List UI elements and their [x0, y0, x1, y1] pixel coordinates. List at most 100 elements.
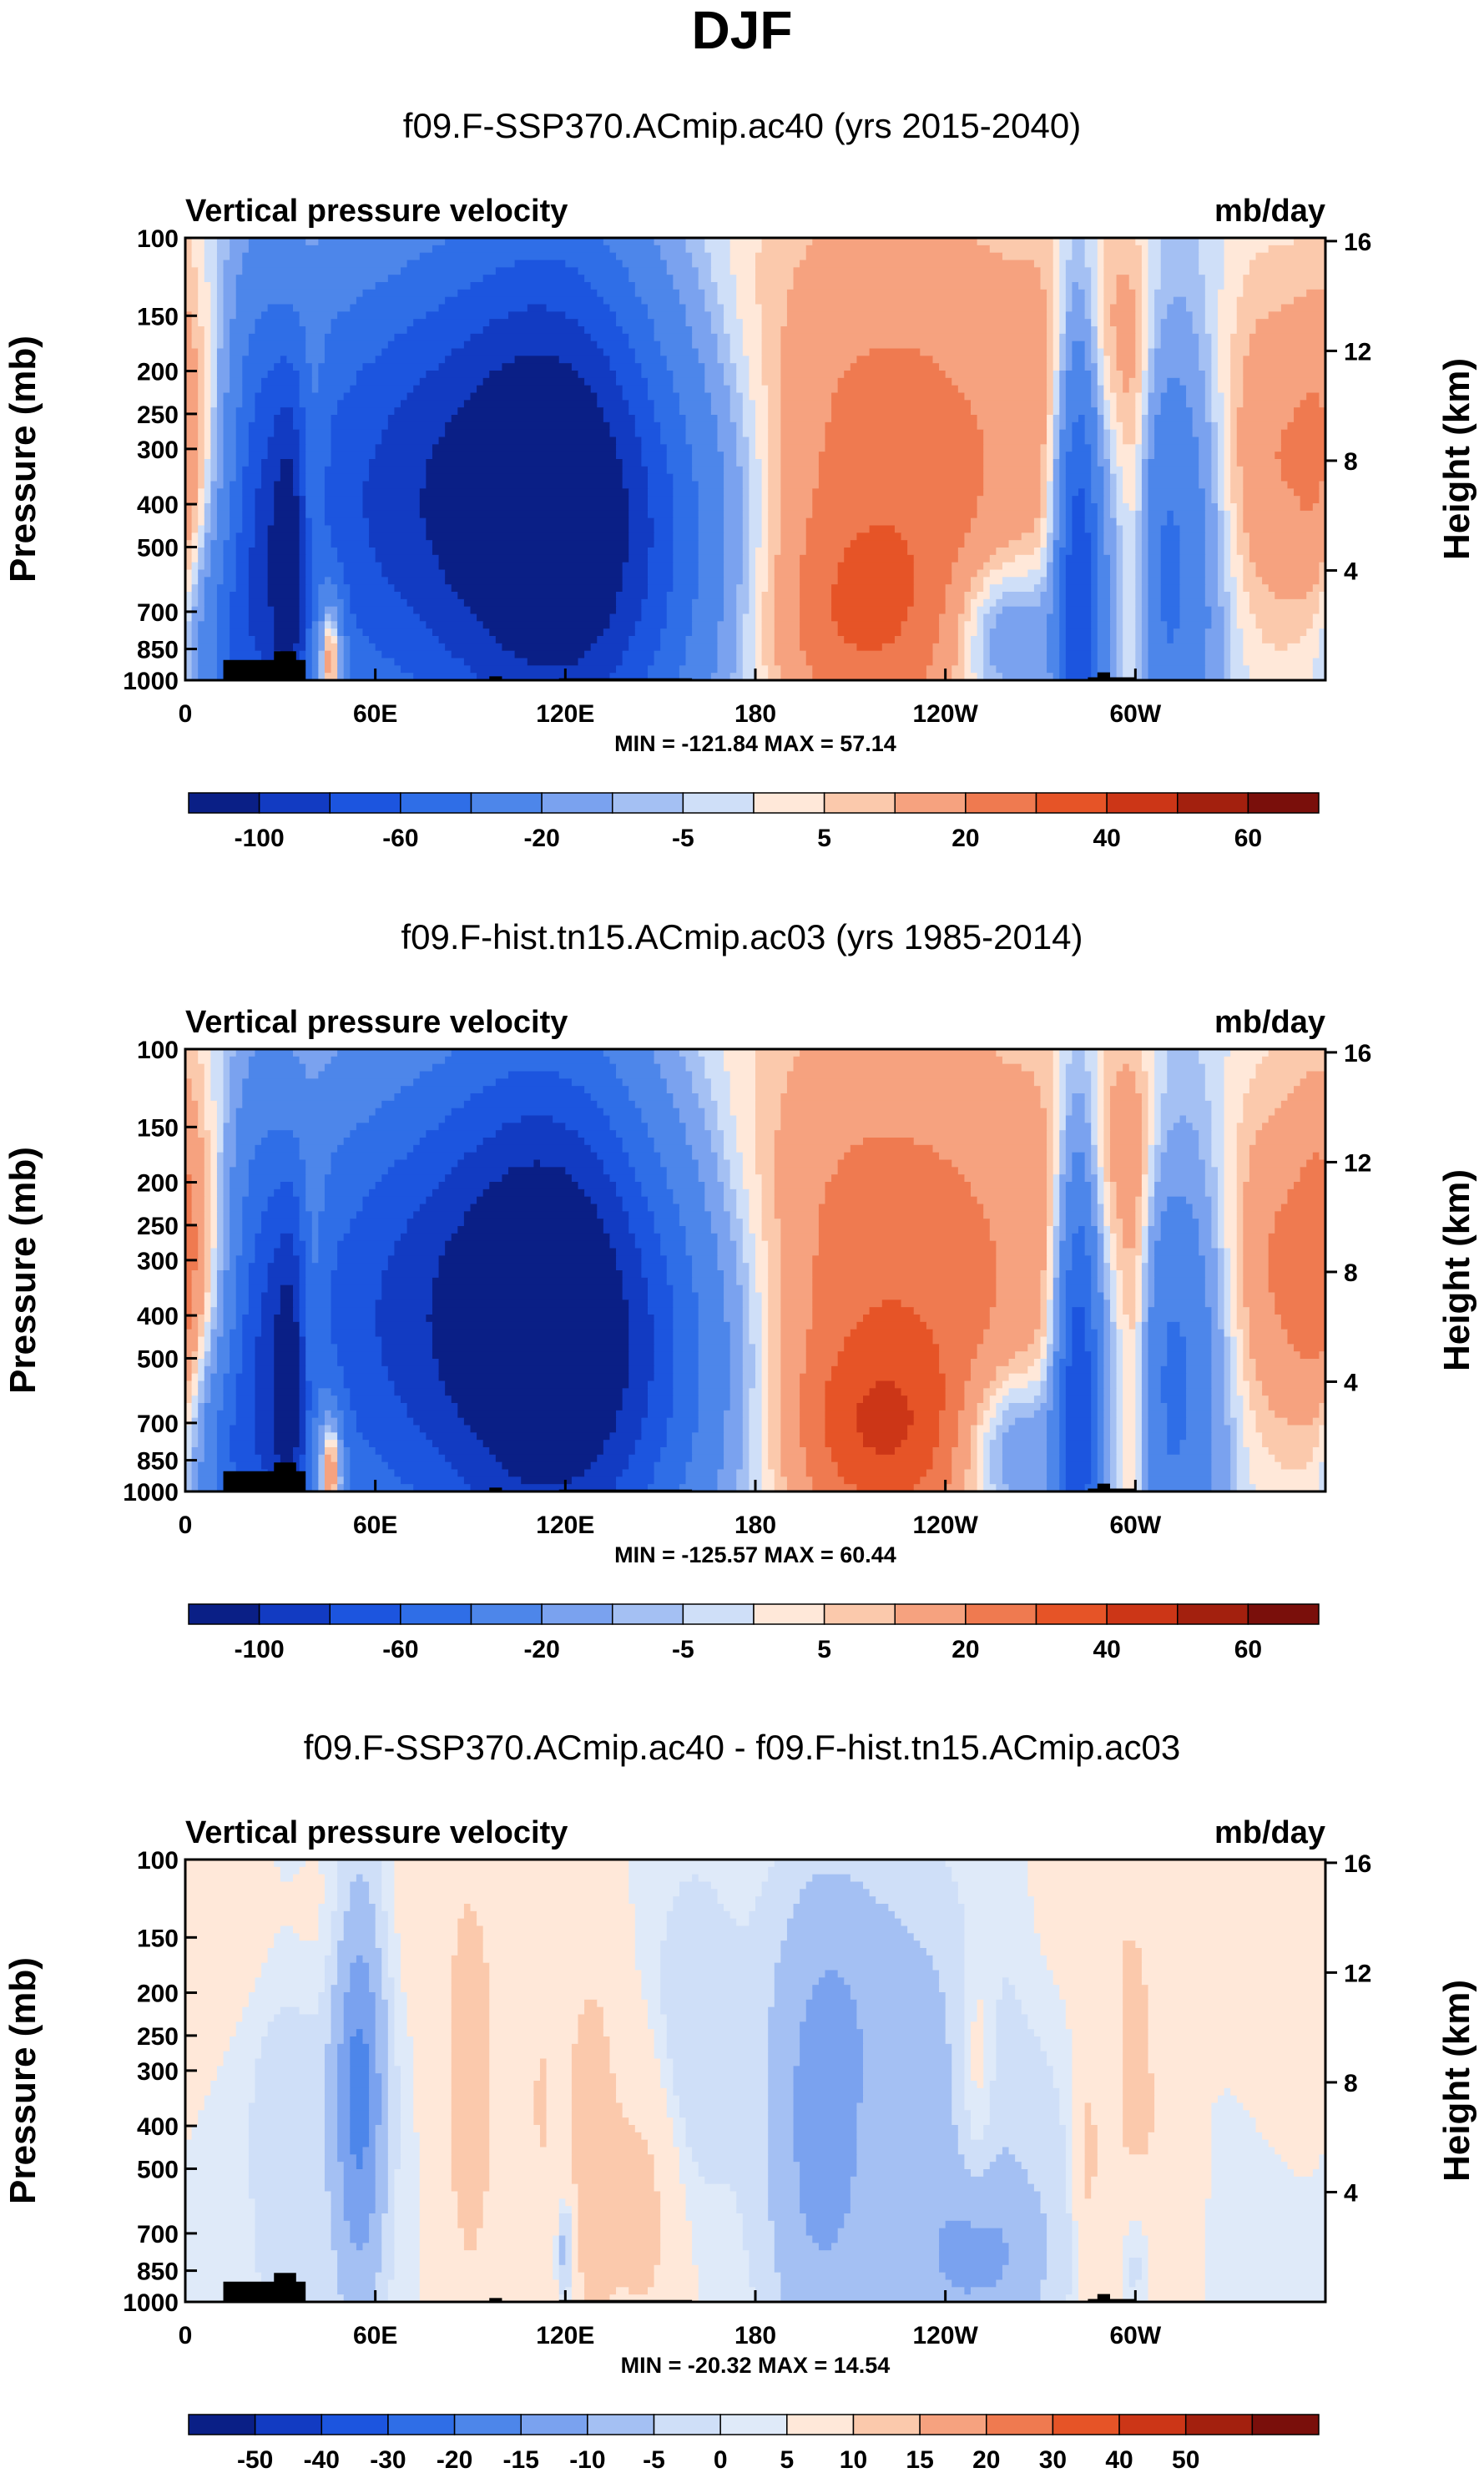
field-cell: [305, 1204, 326, 1212]
field-cell: [831, 400, 972, 408]
field-cell: [1097, 1351, 1104, 1360]
field-cell: [1262, 1380, 1326, 1389]
field-cell: [825, 1395, 864, 1404]
field-cell: [305, 1351, 338, 1360]
field-cell: [1065, 621, 1092, 629]
field-cell: [1091, 584, 1098, 593]
field-cell: [185, 296, 199, 305]
field-cell: [1097, 1108, 1104, 1117]
field-cell: [1167, 628, 1174, 637]
field-cell: [1204, 525, 1219, 533]
field-cell: [724, 577, 744, 585]
field-cell: [1097, 503, 1104, 512]
field-cell: [1040, 1300, 1047, 1308]
field-cell: [419, 377, 484, 386]
field-cell: [445, 1248, 617, 1256]
field-cell: [331, 621, 338, 629]
field-cell: [1103, 473, 1111, 482]
field-cell: [1072, 525, 1086, 533]
field-cell: [977, 238, 1054, 246]
field-cell: [1230, 658, 1244, 666]
field-cell: [255, 1152, 300, 1161]
field-cell: [1211, 1336, 1225, 1345]
field-cell: [1135, 584, 1143, 593]
field-cell: [1103, 496, 1111, 504]
field-cell: [1192, 1204, 1212, 1212]
field-cell: [369, 459, 427, 467]
field-cell: [724, 1152, 744, 1161]
field-cell: [818, 452, 984, 460]
field-cell: [1217, 1277, 1225, 1286]
field-cell: [1160, 1233, 1199, 1242]
field-cell: [1230, 1270, 1238, 1279]
field-cell: [724, 503, 744, 512]
field-cell: [191, 1307, 205, 1315]
field-cell: [324, 650, 332, 659]
field-cell: [1091, 554, 1098, 563]
field-cell: [350, 385, 414, 394]
field-cell: [1065, 673, 1092, 681]
field-cell: [1224, 238, 1295, 246]
field-cell: [1091, 1277, 1098, 1286]
field-cell: [1091, 1359, 1098, 1367]
field-cell: [704, 1071, 731, 1079]
field-cell: [685, 311, 712, 320]
field-cell: [1116, 1204, 1136, 1212]
field-cell: [299, 1395, 306, 1404]
field-cell: [755, 1152, 775, 1161]
field-cell: [230, 650, 262, 659]
field-cell: [989, 606, 1003, 615]
field-cell: [1224, 260, 1250, 268]
field-cell: [198, 503, 205, 512]
field-cell: [274, 1351, 300, 1360]
field-cell: [717, 1263, 737, 1271]
field-cell: [1243, 1292, 1275, 1300]
field-cell: [198, 658, 218, 666]
field-cell: [932, 643, 959, 652]
field-cell: [1236, 1204, 1244, 1212]
colorbar-label: -20: [523, 825, 559, 852]
field-cell: [311, 1248, 319, 1256]
field-cell: [1167, 1049, 1199, 1057]
field-cell: [216, 1211, 225, 1219]
field-cell: [210, 341, 218, 350]
field-cell: [1160, 1167, 1206, 1175]
field-cell: [438, 363, 503, 371]
field-cell: [1217, 1292, 1225, 1300]
field-cell: [761, 636, 775, 644]
field-cell: [996, 1270, 1042, 1279]
field-cell: [1224, 452, 1231, 460]
field-cell: [673, 1100, 699, 1109]
field-cell: [1040, 1388, 1047, 1396]
field-cell: [812, 488, 984, 497]
field-cell: [1052, 1071, 1060, 1079]
field-cell: [482, 326, 585, 335]
field-cell: [216, 341, 225, 350]
field-cell: [1135, 1277, 1143, 1286]
field-cell: [724, 481, 744, 489]
field-cell: [755, 554, 769, 563]
field-cell: [1306, 289, 1326, 298]
field-cell: [216, 473, 225, 482]
field-cell: [482, 275, 585, 283]
field-cell: [1312, 613, 1326, 622]
field-cell: [1109, 1182, 1118, 1190]
field-cell: [761, 311, 788, 320]
field-cell: [337, 548, 376, 556]
field-cell: [223, 540, 237, 548]
field-cell: [1059, 444, 1073, 452]
field-cell: [1072, 496, 1086, 504]
field-cell: [710, 1226, 731, 1234]
field-cell: [1091, 1196, 1098, 1205]
field-cell: [964, 392, 1047, 401]
field-cell: [305, 621, 313, 629]
field-cell: [1255, 1365, 1326, 1375]
field-cell: [1135, 1315, 1143, 1323]
field-cell: [235, 437, 250, 445]
field-cell: [1211, 1138, 1225, 1146]
field-cell: [647, 304, 687, 312]
field-cell: [1141, 437, 1149, 445]
field-cell: [1052, 437, 1060, 445]
field-cell: [1204, 569, 1219, 578]
field-cell: [729, 1108, 756, 1117]
